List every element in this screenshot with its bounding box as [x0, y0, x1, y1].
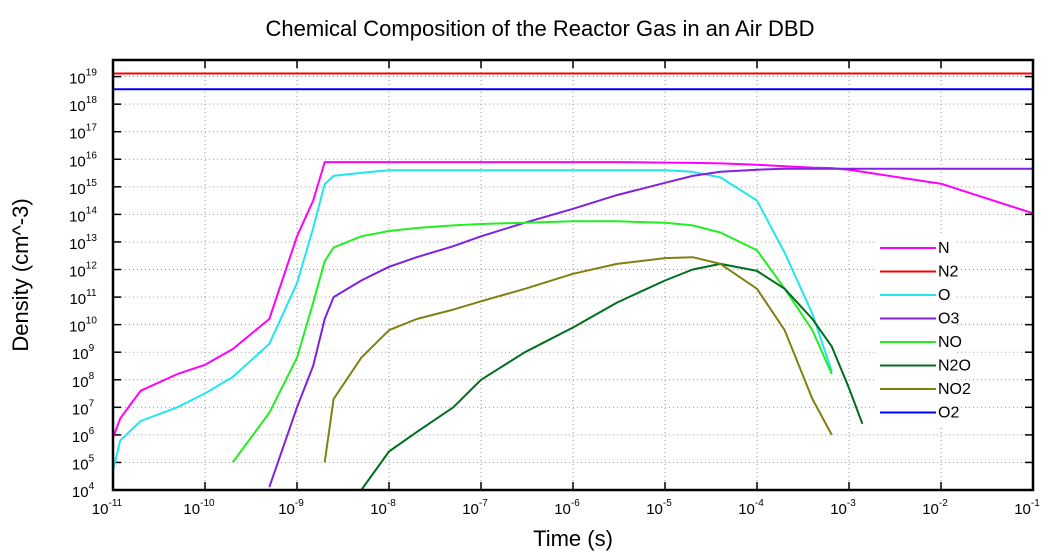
y-tick-label: 104 — [72, 481, 95, 501]
y-tick-label: 106 — [72, 426, 95, 446]
y-tick-label: 1015 — [69, 177, 97, 197]
series-line — [323, 256, 833, 463]
y-axis-label: Density (cm^-3) — [8, 198, 33, 351]
y-tick-label: 1016 — [69, 150, 97, 170]
y-tick-label: 1011 — [69, 288, 97, 308]
legend-label: O3 — [938, 311, 959, 328]
legend-label: N2 — [938, 264, 959, 281]
series-line — [360, 262, 864, 490]
x-tick-label: 10-9 — [278, 498, 304, 518]
y-tick-label: 1014 — [69, 205, 97, 225]
x-axis-label: Time (s) — [533, 526, 613, 551]
x-tick-label: 10-7 — [462, 498, 488, 518]
y-tick-label: 1018 — [69, 95, 97, 115]
x-tick-label: 10-10 — [183, 498, 215, 518]
y-tick-label: 107 — [72, 398, 95, 418]
chart-title: Chemical Composition of the Reactor Gas … — [265, 16, 814, 41]
y-tick-label: 105 — [72, 453, 95, 473]
y-tick-label: 1017 — [69, 122, 97, 142]
x-tick-label: 10-11 — [92, 498, 123, 518]
legend-label: NO — [938, 334, 962, 351]
x-tick-label: 10-8 — [370, 498, 396, 518]
legend-label: O — [938, 287, 950, 304]
legend-label: N2O — [938, 358, 971, 375]
x-tick-label: 10-1 — [1014, 498, 1040, 518]
series-group — [113, 72, 1033, 490]
x-tick-label: 10-2 — [922, 498, 948, 518]
y-tick-label: 1019 — [69, 67, 97, 87]
y-tick-label: 108 — [72, 370, 95, 390]
series-line — [113, 169, 833, 471]
legend-label: O2 — [938, 405, 959, 422]
y-tick-label: 1012 — [69, 260, 97, 280]
x-tick-label: 10-3 — [830, 498, 856, 518]
y-tick-label: 1010 — [69, 315, 97, 335]
x-tick-label: 10-4 — [738, 498, 764, 518]
plot-frame — [111, 58, 1035, 492]
y-tick-label: 1013 — [69, 233, 97, 253]
y-tick-label: 109 — [72, 343, 95, 363]
x-tick-label: 10-5 — [646, 498, 672, 518]
legend-label: N — [938, 240, 950, 257]
x-tick-label: 10-6 — [554, 498, 580, 518]
series-line — [268, 167, 1033, 488]
legend-label: NO2 — [938, 381, 971, 398]
series-line — [113, 161, 1033, 439]
legend-box — [876, 236, 956, 426]
series-line — [231, 220, 833, 463]
